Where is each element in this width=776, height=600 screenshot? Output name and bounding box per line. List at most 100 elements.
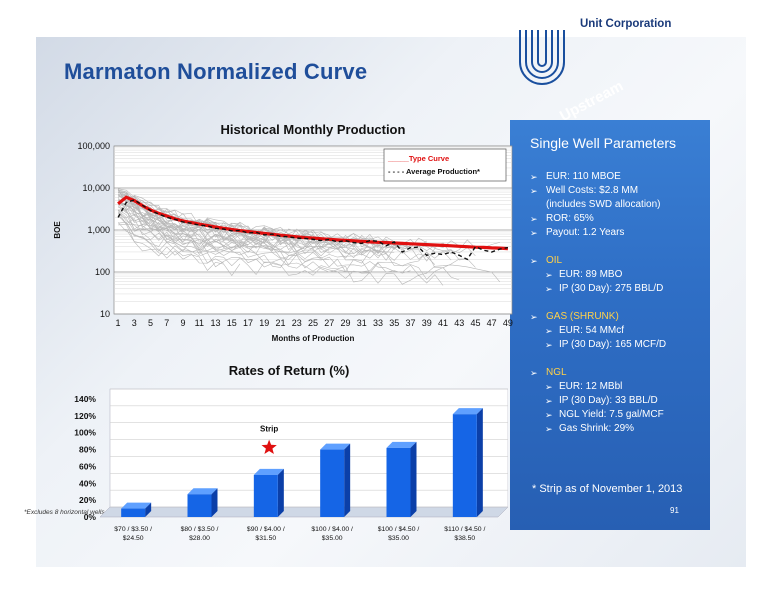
bar-top (320, 443, 351, 450)
x-tick-label: 15 (227, 318, 237, 328)
bar-top (386, 441, 417, 448)
y-tick-label: 20% (79, 495, 96, 505)
bar-side (476, 408, 483, 517)
x-tick-label: 1 (116, 318, 121, 328)
strip-star-icon (261, 439, 277, 454)
logo-text: Unit Corporation (580, 18, 672, 30)
bar-side (211, 488, 218, 517)
legend-average-production: - - - - Average Production* (388, 167, 480, 176)
x-axis-label: Months of Production (272, 334, 355, 343)
well-trace (118, 221, 371, 283)
x-tick-label: 45 (470, 318, 480, 328)
bar-front (386, 447, 411, 517)
bar (452, 408, 483, 517)
bar-side (277, 468, 284, 517)
x-tick-label: 39 (422, 318, 432, 328)
param-well-costs: Well Costs: $2.8 MM (529, 184, 709, 198)
well-trace (117, 206, 289, 259)
well-trace (117, 213, 411, 274)
x-tick-label: $100 / $4.00 / (311, 526, 353, 533)
chart-title: Rates of Return (%) (229, 363, 350, 378)
x-tick-label: $90 / $4.00 / (247, 526, 285, 533)
bar (253, 468, 284, 517)
param-gas-ip: IP (30 Day): 165 MCF/D (529, 338, 709, 352)
bar (320, 443, 351, 517)
strip-note: * Strip as of November 1, 2013 (532, 483, 683, 495)
bar-front (452, 414, 477, 517)
x-tick-label: 35 (389, 318, 399, 328)
y-tick-label: 60% (79, 461, 96, 471)
bar-top (452, 408, 483, 415)
bar-top (187, 488, 218, 495)
x-tick-label: 7 (164, 318, 169, 328)
x-tick-label: 11 (195, 318, 204, 328)
param-ngl-eur: EUR: 12 MBbl (529, 380, 709, 394)
params-list: EUR: 110 MBOE Well Costs: $2.8 MM (inclu… (529, 170, 709, 436)
x-tick-label: $80 / $3.50 / (181, 526, 219, 533)
series-average-production (117, 199, 509, 261)
x-tick-label: 9 (181, 318, 186, 328)
x-tick-label: $31.50 (255, 535, 276, 542)
bar-front (121, 508, 146, 517)
bar-side (344, 443, 351, 517)
x-tick-label: 23 (292, 318, 302, 328)
chart-back-wall (109, 388, 508, 508)
param-gas-shrink: Gas Shrink: 29% (529, 422, 709, 436)
x-tick-label: 33 (373, 318, 383, 328)
well-trace (117, 209, 330, 260)
x-tick-label: $35.00 (322, 535, 343, 542)
y-axis-label: BOE (53, 221, 62, 239)
bar-side (145, 502, 152, 517)
ror-chart: Rates of Return (%) 0% 20% 40% 60% 80% 100% 120… (74, 363, 508, 542)
x-tick-label: $38.50 (454, 535, 475, 542)
bar (386, 441, 417, 517)
legend-type-curve: _____Type Curve (387, 154, 449, 163)
y-tick-label: 120% (74, 411, 96, 421)
well-trace (118, 189, 379, 248)
well-trace (117, 222, 224, 264)
bar-front (320, 449, 345, 517)
bar-front (187, 494, 212, 517)
x-tick-label: $28.00 (189, 535, 210, 542)
x-tick-label: 37 (405, 318, 415, 328)
x-tick-label: 31 (357, 318, 367, 328)
x-tick-label: 21 (276, 318, 286, 328)
y-tick-label: 0% (84, 512, 97, 522)
param-payout: Payout: 1.2 Years (529, 226, 709, 240)
bar-top (121, 502, 152, 509)
param-ngl-ip: IP (30 Day): 33 BBL/D (529, 394, 709, 408)
x-tick-label: 19 (259, 318, 269, 328)
well-trace (118, 228, 241, 277)
x-tick-label: 47 (487, 318, 497, 328)
y-tick-label: 40% (79, 478, 96, 488)
chart-legend: _____Type Curve - - - - Average Productio… (383, 148, 507, 182)
x-tick-label: 17 (243, 318, 253, 328)
x-tick-label: 49 (503, 318, 513, 328)
param-gas-label: GAS (SHRUNK) (529, 310, 709, 324)
y-tick-label: 100 (95, 267, 110, 277)
well-trace (117, 194, 411, 254)
strip-label: Strip (260, 425, 278, 434)
well-trace (117, 206, 249, 251)
param-well-costs-sub: (includes SWD allocation) (546, 199, 661, 210)
params-title: Single Well Parameters (530, 135, 677, 151)
y-tick-label: 100% (74, 428, 96, 438)
individual-well-traces (117, 188, 501, 286)
x-tick-label: 27 (324, 318, 334, 328)
bar (187, 488, 218, 517)
well-trace (117, 214, 501, 283)
bar-front (253, 474, 278, 517)
param-ror: ROR: 65% (529, 212, 709, 226)
series-type-curve (117, 195, 508, 251)
x-tick-label: $35.00 (388, 535, 409, 542)
chart-floor (99, 506, 508, 518)
well-trace (118, 195, 184, 230)
x-tick-label: 29 (340, 318, 350, 328)
x-tick-label: $110 / $4.50 / (444, 526, 485, 533)
page-number: 91 (670, 506, 679, 515)
param-ngl-yield: NGL Yield: 7.5 gal/MCF (529, 408, 709, 422)
unit-corporation-logo (519, 30, 565, 85)
x-tick-label: 3 (132, 318, 137, 328)
x-tick-label: 41 (438, 318, 448, 328)
well-trace (118, 194, 395, 255)
